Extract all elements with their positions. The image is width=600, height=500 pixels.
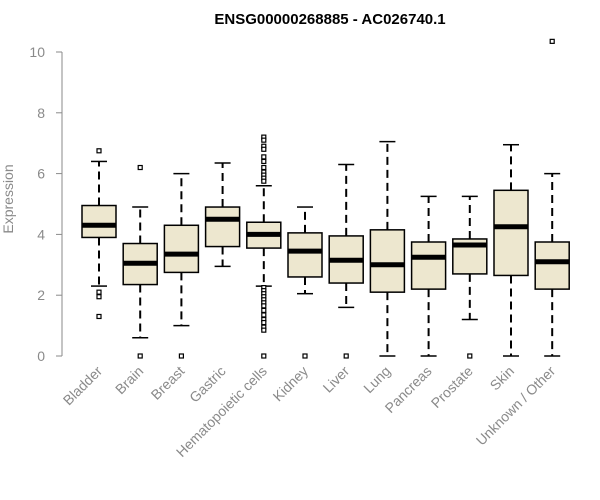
outlier-point <box>343 353 349 359</box>
outlier-point <box>467 353 473 359</box>
box-gastric <box>204 162 241 268</box>
y-axis: 0 2 4 6 8 10 <box>29 44 63 364</box>
outlier-point <box>261 319 267 326</box>
y-tick-label: 8 <box>37 105 45 121</box>
box-breast <box>163 172 200 359</box>
iqr-box <box>81 204 117 239</box>
outlier-point <box>96 313 102 320</box>
plot-area <box>81 38 570 359</box>
outlier-point <box>137 353 143 359</box>
outlier-point <box>261 164 267 171</box>
outlier-point <box>261 353 267 359</box>
box-lung <box>369 140 406 357</box>
box-unknown-other <box>534 38 570 357</box>
outlier-point <box>261 146 267 152</box>
iqr-box <box>493 189 529 277</box>
outlier-point <box>178 353 184 359</box>
x-tick-label-kidney: Kidney <box>270 363 312 405</box>
iqr-box <box>410 241 447 290</box>
outlier-point <box>261 303 267 309</box>
y-tick-label: 0 <box>37 348 45 364</box>
box-prostate <box>452 195 488 359</box>
x-tick-label-prostate: Prostate <box>428 363 476 411</box>
outlier-point <box>137 164 143 171</box>
outlier-point <box>261 154 267 160</box>
outlier-point <box>96 289 102 295</box>
x-tick-label-lung: Lung <box>360 363 393 396</box>
y-tick-label: 10 <box>29 44 45 60</box>
outlier-point <box>96 294 102 300</box>
box-hematopoietic-cells <box>246 134 282 359</box>
outlier-point <box>96 148 102 154</box>
x-tick-label-brain: Brain <box>112 363 146 397</box>
x-tick-label-bladder: Bladder <box>60 363 106 409</box>
outlier-point <box>302 353 308 359</box>
outlier-point <box>261 327 267 333</box>
iqr-box <box>163 224 200 274</box>
iqr-box <box>287 232 323 278</box>
outlier-point <box>261 178 267 184</box>
y-tick-label: 4 <box>37 226 45 242</box>
box-brain <box>122 164 158 359</box>
x-tick-label-skin: Skin <box>487 363 518 394</box>
outlier-point <box>261 137 267 143</box>
x-tick-label-liver: Liver <box>320 363 353 396</box>
box-kidney <box>287 206 323 359</box>
y-tick-label: 2 <box>37 287 45 303</box>
x-tick-label-breast: Breast <box>148 363 188 403</box>
iqr-box <box>534 241 570 290</box>
box-skin <box>493 143 529 357</box>
iqr-box <box>204 206 241 248</box>
outlier-point <box>549 38 555 44</box>
iqr-box <box>369 229 406 293</box>
outlier-point <box>261 158 267 165</box>
outlier-point <box>261 312 267 318</box>
y-axis-label: Expression <box>0 164 16 233</box>
box-bladder <box>81 148 117 320</box>
box-pancreas <box>410 195 447 357</box>
chart-title: ENSG00000268885 - AC026740.1 <box>214 11 445 28</box>
y-tick-label: 6 <box>37 166 45 182</box>
outlier-point <box>261 307 267 313</box>
box-liver <box>328 163 364 359</box>
